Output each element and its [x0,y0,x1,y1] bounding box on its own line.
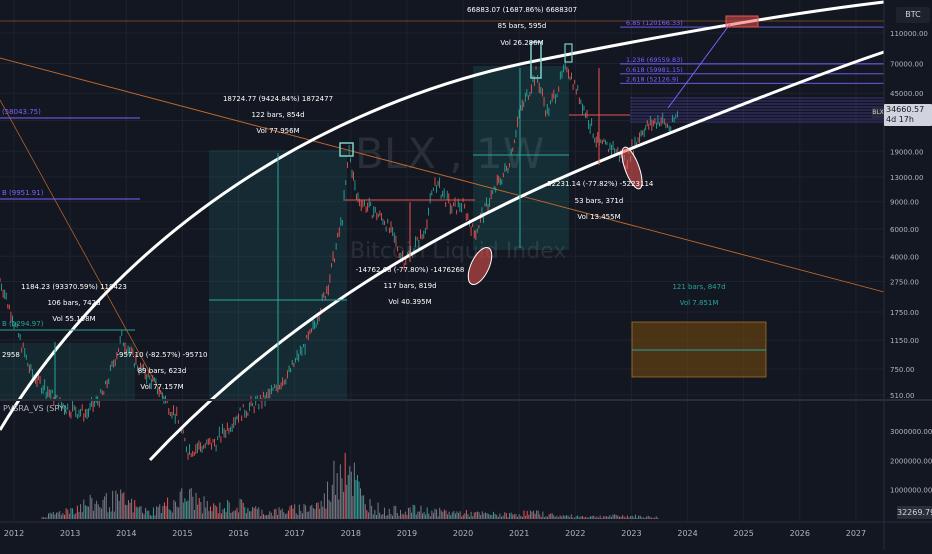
price-tick-label: 110000.00 [890,30,928,38]
trend-line-resistance [0,57,885,293]
annotation-gain-2013: 1184.23 (93370.59%) 118423 [21,283,127,291]
projection-line [667,23,731,109]
price-tick-label: 510.00 [890,392,915,400]
markers [339,15,759,286]
annotations: 1184.23 (93370.59%) 118423 106 bars, 742… [21,6,725,391]
time-tick-label: 2014 [116,529,136,538]
time-tick-label: 2027 [846,529,866,538]
time-tick-label: 2022 [565,529,585,538]
price-tick-label: 9000.00 [890,199,919,207]
price-axis: 510.00 750.00 1150.00 1750.00 2750.00 4000.00… [890,30,928,400]
time-tick-label: 2016 [228,529,248,538]
watermark-ticker: BLX , 1W [355,129,544,178]
time-tick-label: 2021 [509,529,529,538]
price-tick-label: 13000.00 [890,174,923,182]
last-price-value: 34660.57 [886,105,925,114]
annotation-drop-2018: -14762.68 (-77.80%) -1476268 [356,266,465,274]
volume-tick-label: 2000000.00 [890,457,932,465]
time-tick-label: 2017 [284,529,304,538]
trend-line-early [0,99,166,401]
time-tick-label: 2015 [172,529,192,538]
log-growth-arcs [0,0,885,462]
upper-arc [0,0,885,431]
time-tick-label: 2018 [341,529,361,538]
price-tick-label: 6000.00 [890,226,919,234]
target-marker [725,15,759,28]
price-tick-label: 1150.00 [890,337,919,345]
annotation-bars-2017: 122 bars, 854d [251,111,304,119]
fib-level-label: 6.85 (120166.33) [626,19,683,27]
side-labels: (58043.75) B (9951.91) B (1294.97) 2958 [0,108,140,359]
annotation-bars-2018: 117 bars, 819d [383,282,436,290]
price-tick-label: 2750.00 [890,278,919,286]
price-tick-label: 19000.00 [890,148,923,156]
volume-axis: 1000000.00 2000000.00 3000000.00 [890,428,932,495]
price-series [0,58,678,460]
bottom-marker-2020 [467,246,493,286]
top-marker-2021a [530,41,542,79]
fib-level-label: 1.236 (69559.83) [626,56,683,64]
price-tick-label: 70000.00 [890,60,923,68]
annotation-vol-2017: Vol 77.956M [256,127,299,135]
last-price-tag: BLX [872,108,884,118]
time-tick-label: 2024 [677,529,697,538]
fib-level-label: 0.618 (59981.15) [626,66,683,74]
annotation-bars-2021: 85 bars, 595d [498,22,547,30]
time-tick-label: 2013 [60,529,80,538]
side-label-4: 2958 [2,351,20,359]
annotation-bars-projection: 121 bars, 847d [672,283,725,291]
volume-tick-label: 3000000.00 [890,428,932,436]
bar-countdown: 4d 17h [886,115,914,124]
annotation-drop-2014: -957.10 (-82.57%) -95710 [117,351,208,359]
price-tick-label: 750.00 [890,366,915,374]
bottom-marker-2022 [621,146,643,190]
annotation-gain-2017: 18724.77 (9424.84%) 1872477 [223,95,333,103]
fib-lines: 6.85 (120166.33) 1.236 (69559.83) 0.618 (5… [620,19,884,123]
grid [0,0,884,522]
price-tick-label: 4000.00 [890,253,919,261]
fib-level-label: 2.618 (52126.9) [626,75,679,83]
time-axis: 2012 2013 2014 2015 2016 2017 2018 2019 2020 2021… [4,529,866,538]
price-tick-label: 45000.00 [890,90,923,98]
volume-series [41,452,659,519]
annotation-bars-2014: 89 bars, 623d [138,367,187,375]
lower-arc [148,50,885,462]
time-tick-label: 2012 [4,529,24,538]
last-price-label: BLX 34660.57 4d 17h [872,104,932,126]
annotation-vol-2021: Vol 26.286M [500,39,543,47]
time-tick-label: 2020 [453,529,473,538]
symbol-badge[interactable]: BTC [896,7,930,23]
annotation-vol-2014: Vol 77.157M [140,383,183,391]
annotation-drop-2022: -52231.14 (-77.82%) -5223114 [545,180,654,188]
annotation-vol-2013: Vol 55.198M [52,315,95,323]
time-tick-label: 2023 [621,529,641,538]
annotation-gain-2021: 66883.07 (1687.86%) 6688307 [467,6,577,14]
annotation-bars-2013: 106 bars, 742d [47,299,100,307]
time-tick-label: 2025 [734,529,754,538]
annotation-vol-2018: Vol 40.395M [388,298,431,306]
side-label-3: B (1294.97) [2,320,44,328]
annotation-vol-2022: Vol 13.455M [577,213,620,221]
volume-tick-label: 1000000.00 [890,487,932,495]
side-label-1: (58043.75) [2,108,41,116]
time-tick-label: 2019 [397,529,417,538]
annotation-vol-projection: Vol 7.851M [680,299,719,307]
measure-arrows [0,23,766,400]
measure-box-2021 [473,66,569,250]
volume-indicator-legend[interactable]: PVSRA_VS (SPY) [3,404,68,413]
measure-box-2013 [0,343,135,400]
top-marker-2021b [564,43,573,63]
side-label-2: B (9951.91) [2,189,44,197]
annotation-bars-2022: 53 bars, 371d [575,197,624,205]
watermark-name: Bitcoin Liquid Index [350,239,566,264]
top-marker-2017 [339,142,354,157]
price-tick-label: 1750.00 [890,309,919,317]
last-volume-label: 32269.79 [897,506,932,519]
time-tick-label: 2026 [790,529,810,538]
